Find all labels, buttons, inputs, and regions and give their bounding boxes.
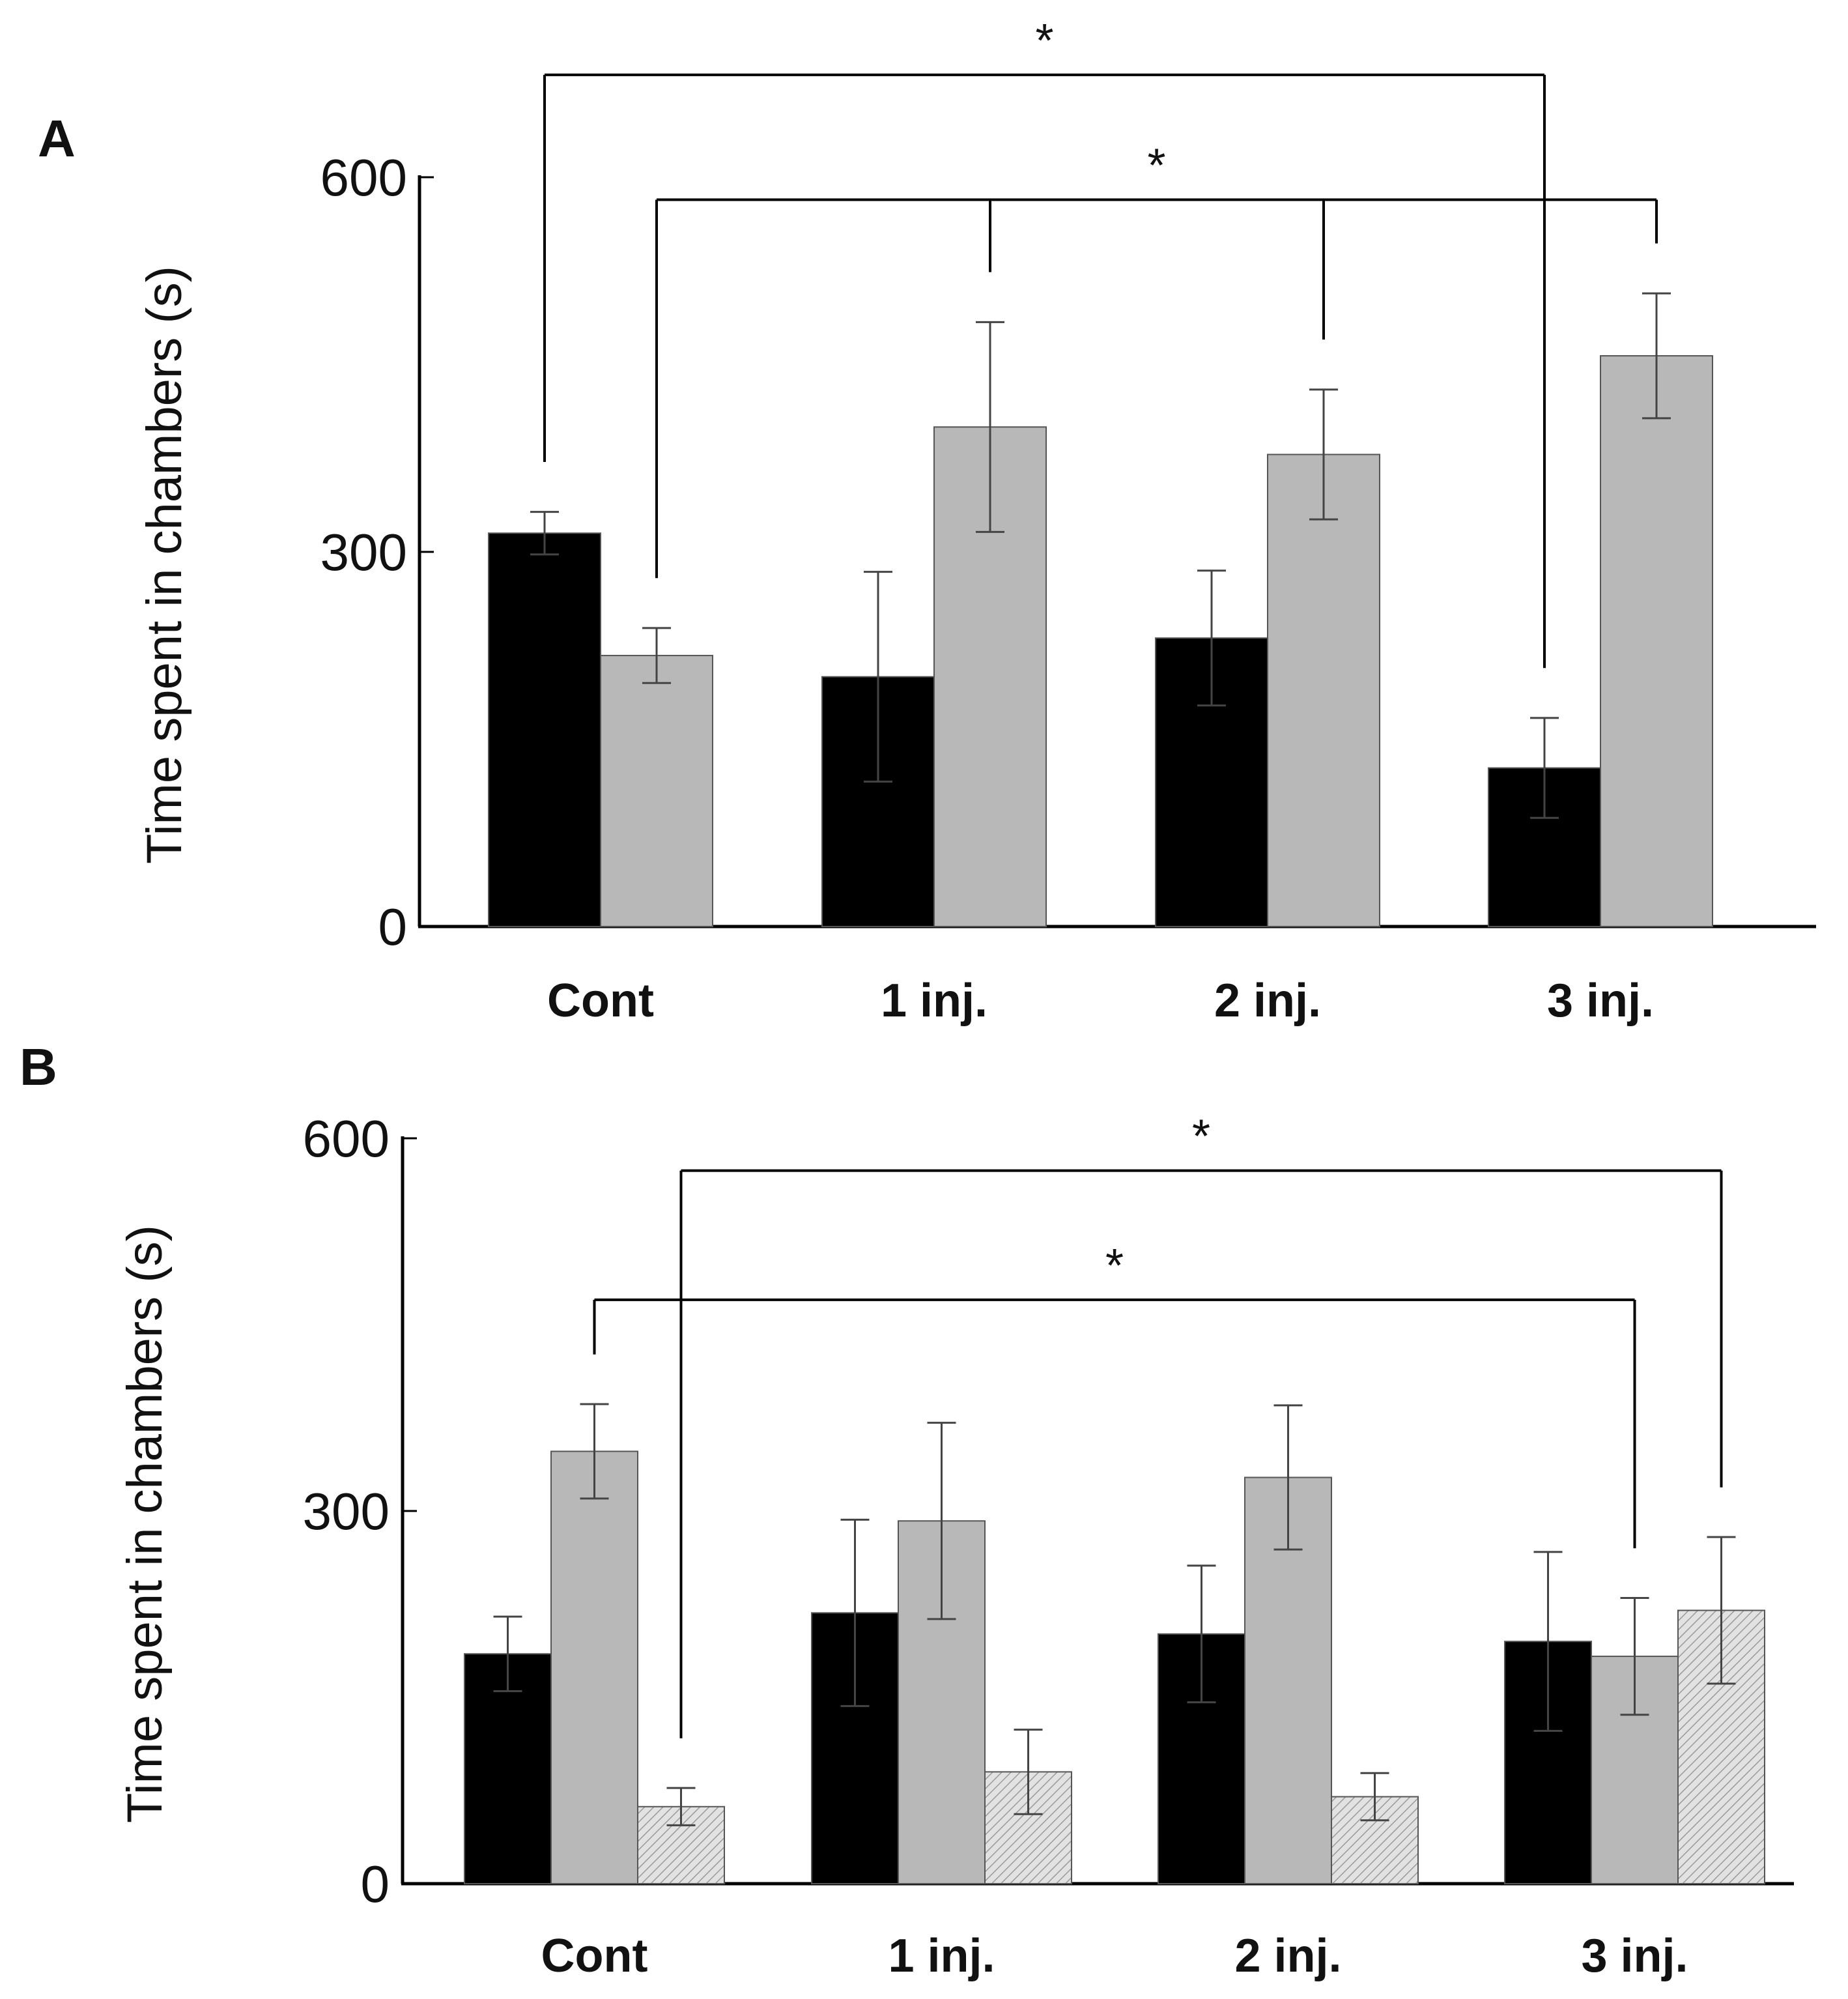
category-label: Cont	[541, 1930, 648, 1982]
bar-gray	[550, 1450, 638, 1884]
y-tick-label: 300	[320, 523, 407, 581]
y-axis-label: Time spent in chambers (s)	[137, 266, 192, 864]
y-tick-label: 0	[378, 898, 408, 956]
bar-gray	[1600, 355, 1713, 927]
category-label: 3 inj.	[1547, 975, 1654, 1027]
bar-gray	[1267, 453, 1380, 927]
category-label: 2 inj.	[1234, 1930, 1341, 1982]
category-label: 1 inj.	[888, 1930, 995, 1982]
bar-black	[464, 1653, 552, 1884]
category-label: 3 inj.	[1581, 1930, 1688, 1982]
category-label: 1 inj.	[881, 975, 988, 1027]
y-tick-label: 600	[303, 1110, 390, 1168]
category-label: 2 inj.	[1214, 975, 1321, 1027]
y-tick-label: 0	[361, 1855, 390, 1913]
y-tick-label: 600	[320, 149, 407, 207]
category-label: Cont	[547, 975, 654, 1027]
chart-panel-a: A 0 300 600 Time spent in chambers (s) Cont 1 …	[38, 15, 1816, 1027]
significance-star: *	[1147, 140, 1165, 192]
y-axis-label: Time spent in chambers (s)	[117, 1225, 173, 1823]
bar-gray	[600, 655, 713, 927]
significance-star: *	[1105, 1240, 1124, 1292]
panel-label: B	[20, 1038, 57, 1096]
significance-star: *	[1035, 15, 1053, 67]
chart-panel-b: B 0 300 600 Time spent in chambers (s) Cont 1 …	[20, 1038, 1794, 1982]
panel-label: A	[38, 109, 76, 167]
significance-star: *	[1192, 1111, 1210, 1163]
bar-black	[488, 532, 601, 927]
y-tick-label: 300	[303, 1482, 390, 1540]
